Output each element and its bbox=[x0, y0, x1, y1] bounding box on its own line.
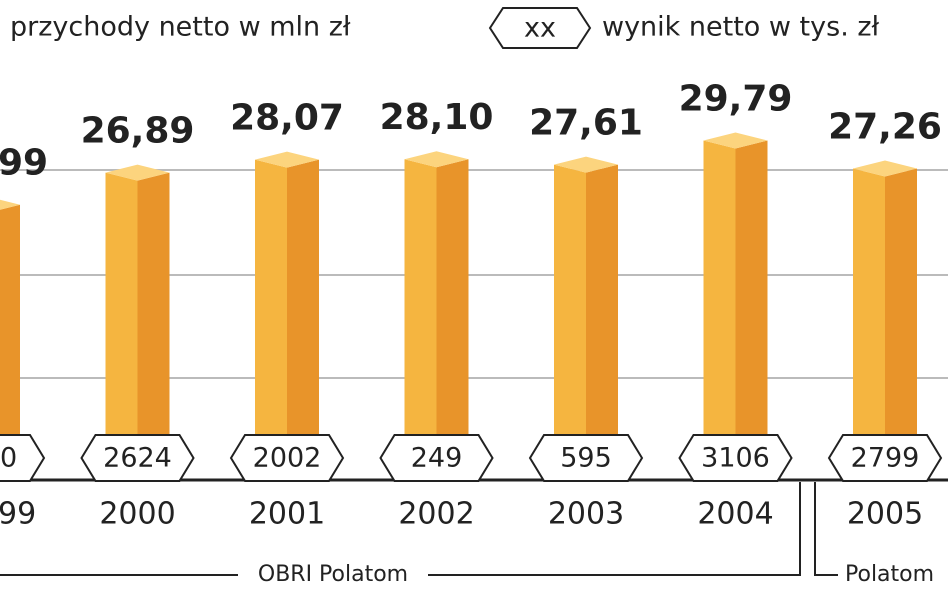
net-result: 249 bbox=[411, 443, 463, 474]
bar-front bbox=[404, 159, 437, 470]
bar-side bbox=[436, 159, 469, 470]
net-hexagon bbox=[379, 434, 494, 482]
value-label: 28,07 bbox=[230, 98, 344, 139]
bar-front bbox=[255, 159, 287, 470]
value-label: 27,61 bbox=[529, 103, 643, 144]
bar-side bbox=[735, 140, 768, 470]
bar-side bbox=[0, 204, 20, 470]
bar-front bbox=[703, 140, 736, 470]
bar bbox=[404, 151, 469, 470]
net-result: 2799 bbox=[851, 443, 920, 474]
bar bbox=[853, 160, 917, 470]
x-tick-label: 2001 bbox=[249, 497, 325, 532]
net-hexagon bbox=[229, 434, 345, 482]
bar-front bbox=[853, 168, 885, 470]
x-tick-label: 2002 bbox=[398, 497, 474, 532]
bar bbox=[703, 132, 768, 470]
bar-top bbox=[554, 156, 618, 173]
net-hexagon bbox=[528, 434, 644, 482]
legend-marker: xx bbox=[524, 13, 556, 44]
period-brackets bbox=[0, 482, 838, 576]
value-label: 27,26 bbox=[828, 107, 942, 148]
bar bbox=[255, 151, 319, 470]
bracket bbox=[428, 482, 801, 576]
legend-revenue: przychody netto w mln zł bbox=[10, 12, 351, 43]
bar-side bbox=[885, 168, 917, 470]
x-tick-label: 2003 bbox=[548, 497, 624, 532]
net-hexagon bbox=[0, 434, 46, 482]
bar-top bbox=[0, 199, 20, 210]
bar-top bbox=[703, 132, 768, 149]
net-hexagon bbox=[827, 434, 943, 482]
bar bbox=[0, 199, 20, 470]
net-hexagon bbox=[678, 434, 793, 482]
x-tick-label: 2005 bbox=[847, 497, 923, 532]
net-hexagon bbox=[80, 434, 195, 482]
x-tick-label: 2000 bbox=[99, 497, 175, 532]
bar-top bbox=[404, 151, 469, 168]
bracket bbox=[814, 482, 838, 576]
bar bbox=[105, 164, 170, 470]
bar-side bbox=[137, 172, 170, 470]
value-label: 26,89 bbox=[81, 111, 195, 152]
net-result: 2624 bbox=[103, 443, 172, 474]
bar-top bbox=[255, 151, 319, 168]
bar-side bbox=[586, 164, 618, 470]
bar-top bbox=[105, 164, 170, 181]
bars bbox=[0, 132, 917, 470]
x-tick-label: 99 bbox=[0, 497, 36, 532]
labels: 99 0 99 26,89 2624 2000 28,07 2002 2001 28,10 249 2… bbox=[0, 79, 943, 532]
bar-top bbox=[853, 160, 917, 177]
period-label: Polatom bbox=[845, 562, 934, 587]
value-label: 29,79 bbox=[679, 79, 793, 120]
legend-hexagon bbox=[488, 7, 592, 49]
net-result: 595 bbox=[560, 443, 612, 474]
x-tick-label: 2004 bbox=[697, 497, 773, 532]
value-label: 28,10 bbox=[380, 97, 494, 138]
net-result: 3106 bbox=[701, 443, 770, 474]
bar-front bbox=[554, 164, 586, 470]
bar-side bbox=[287, 159, 319, 470]
bar-front bbox=[105, 172, 138, 470]
net-result: 2002 bbox=[253, 443, 322, 474]
bar bbox=[554, 156, 618, 470]
legend-net: wynik netto w tys. zł bbox=[602, 12, 880, 43]
net-result: 0 bbox=[0, 443, 17, 474]
period-label: OBRI Polatom bbox=[258, 562, 408, 587]
value-label: 99 bbox=[0, 143, 48, 184]
